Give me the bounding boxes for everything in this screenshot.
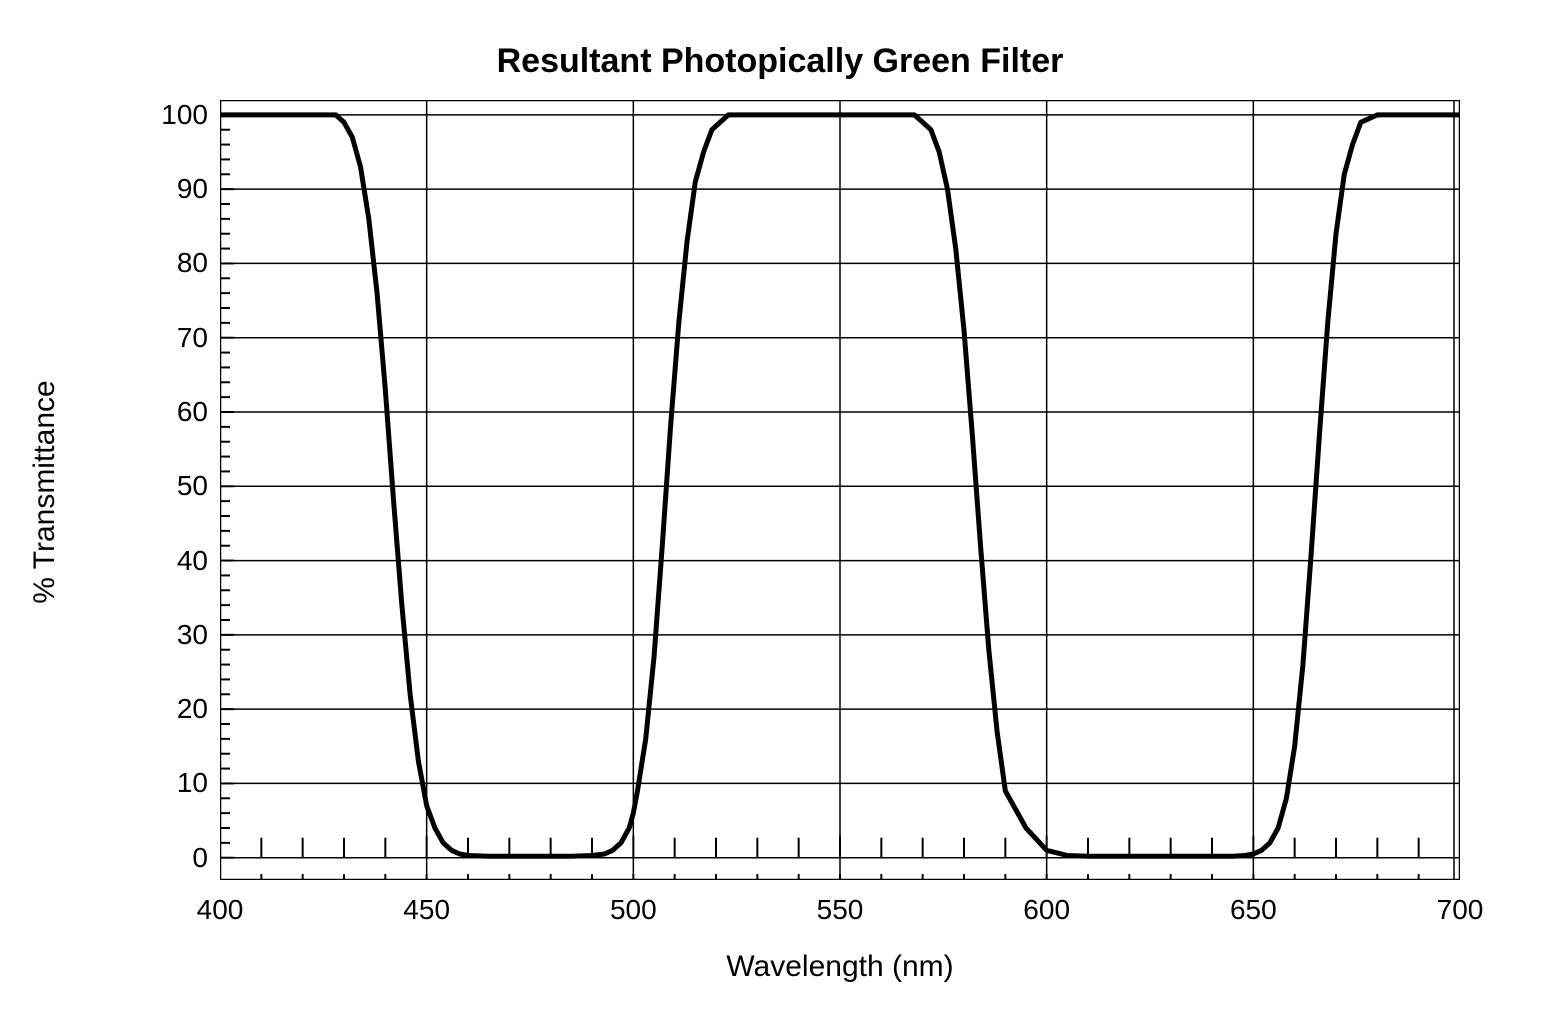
y-axis-label: % Transmittance — [28, 342, 62, 642]
tick-label: 20 — [128, 693, 208, 725]
tick-label: 70 — [128, 322, 208, 354]
tick-label: 80 — [128, 247, 208, 279]
tick-label: 450 — [387, 894, 467, 926]
tick-label: 400 — [180, 894, 260, 926]
tick-label: 500 — [593, 894, 673, 926]
tick-label: 60 — [128, 396, 208, 428]
tick-label: 600 — [1007, 894, 1087, 926]
tick-label: 550 — [800, 894, 880, 926]
chart-svg — [220, 100, 1460, 880]
x-axis-label: Wavelength (nm) — [220, 950, 1460, 984]
tick-label: 650 — [1213, 894, 1293, 926]
plot-area — [220, 100, 1460, 880]
tick-label: 10 — [128, 767, 208, 799]
tick-label: 0 — [128, 842, 208, 874]
tick-label: 90 — [128, 173, 208, 205]
tick-label: 100 — [128, 99, 208, 131]
tick-label: 50 — [128, 470, 208, 502]
chart-figure: Resultant Photopically Green Filter % Tr… — [0, 0, 1560, 1034]
tick-label: 700 — [1420, 894, 1500, 926]
chart-title: Resultant Photopically Green Filter — [0, 42, 1560, 81]
tick-label: 40 — [128, 545, 208, 577]
tick-label: 30 — [128, 619, 208, 651]
